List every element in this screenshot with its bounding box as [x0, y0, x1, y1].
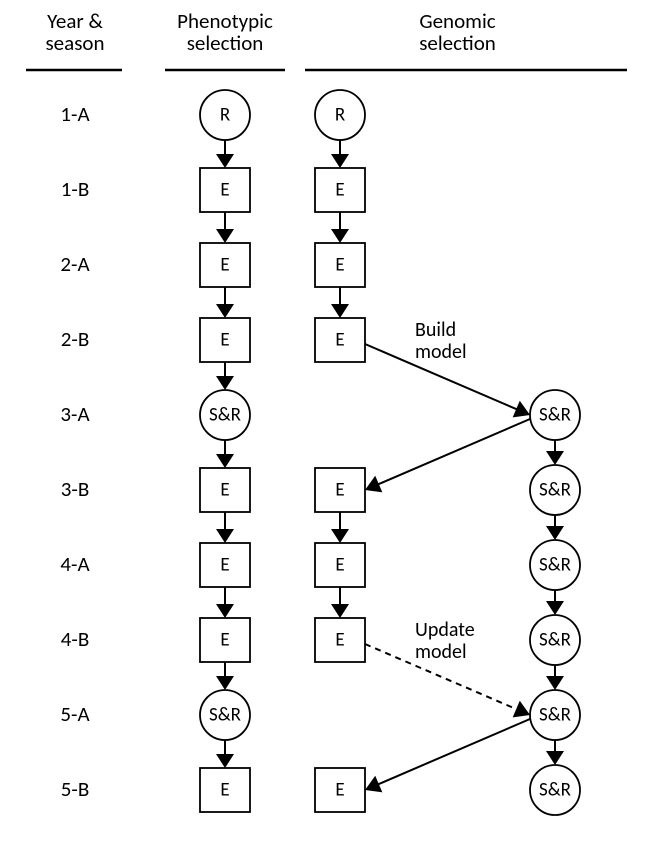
node-label: E [335, 254, 344, 277]
arrowhead [331, 154, 349, 168]
row-label: 4-A [60, 551, 90, 577]
row-label: 1-B [61, 176, 90, 202]
arrowhead [216, 376, 234, 390]
node-label: E [335, 329, 344, 352]
row-label: 5-B [61, 776, 90, 802]
row-label: 2-B [61, 326, 90, 352]
row-label: 3-A [60, 401, 90, 427]
arrowhead [216, 229, 234, 243]
row-label: 5-A [60, 701, 90, 727]
annotation: Update [415, 618, 475, 642]
arrowhead [216, 529, 234, 543]
row-label: 4-B [61, 626, 90, 652]
row-label: 2-A [60, 251, 90, 277]
node-label: E [220, 554, 229, 577]
node-label: S&R [539, 779, 572, 802]
node-label: S&R [209, 404, 242, 427]
node-label: E [220, 179, 229, 202]
node-label: E [335, 479, 344, 502]
node-label: S&R [539, 404, 572, 427]
node-label: E [335, 554, 344, 577]
node-label: E [220, 254, 229, 277]
node-label: R [335, 104, 346, 127]
arrowhead [546, 676, 564, 690]
annotation: Build [415, 318, 456, 342]
node-label: S&R [539, 479, 572, 502]
header-year-2: season [45, 30, 104, 56]
arrowhead [331, 529, 349, 543]
annotation: model [415, 640, 467, 664]
arrowhead [331, 229, 349, 243]
arrowhead [331, 304, 349, 318]
arrowhead [331, 604, 349, 618]
arrowhead [513, 701, 530, 718]
row-label: 3-B [61, 476, 90, 502]
arrowhead [216, 454, 234, 468]
row-label: 1-A [60, 101, 90, 127]
node-label: S&R [539, 704, 572, 727]
node-label: E [220, 479, 229, 502]
arrowhead [216, 604, 234, 618]
node-label: E [335, 779, 344, 802]
node-label: S&R [539, 554, 572, 577]
arrowhead [546, 526, 564, 540]
node-label: E [220, 629, 229, 652]
arrowhead [216, 754, 234, 768]
arrowhead [216, 676, 234, 690]
header-geno-2: selection [419, 30, 496, 56]
arrowhead [546, 601, 564, 615]
node-label: R [220, 104, 231, 127]
diag-connector [378, 419, 530, 484]
annotation: model [415, 340, 467, 364]
diag-connector [378, 719, 530, 784]
node-label: E [220, 779, 229, 802]
arrowhead [546, 751, 564, 765]
header-pheno-2: selection [187, 30, 264, 56]
node-label: E [335, 179, 344, 202]
node-label: S&R [539, 629, 572, 652]
arrowhead [546, 451, 564, 465]
node-label: S&R [209, 704, 242, 727]
arrowhead [216, 154, 234, 168]
node-label: E [220, 329, 229, 352]
node-label: E [335, 629, 344, 652]
arrowhead [216, 304, 234, 318]
